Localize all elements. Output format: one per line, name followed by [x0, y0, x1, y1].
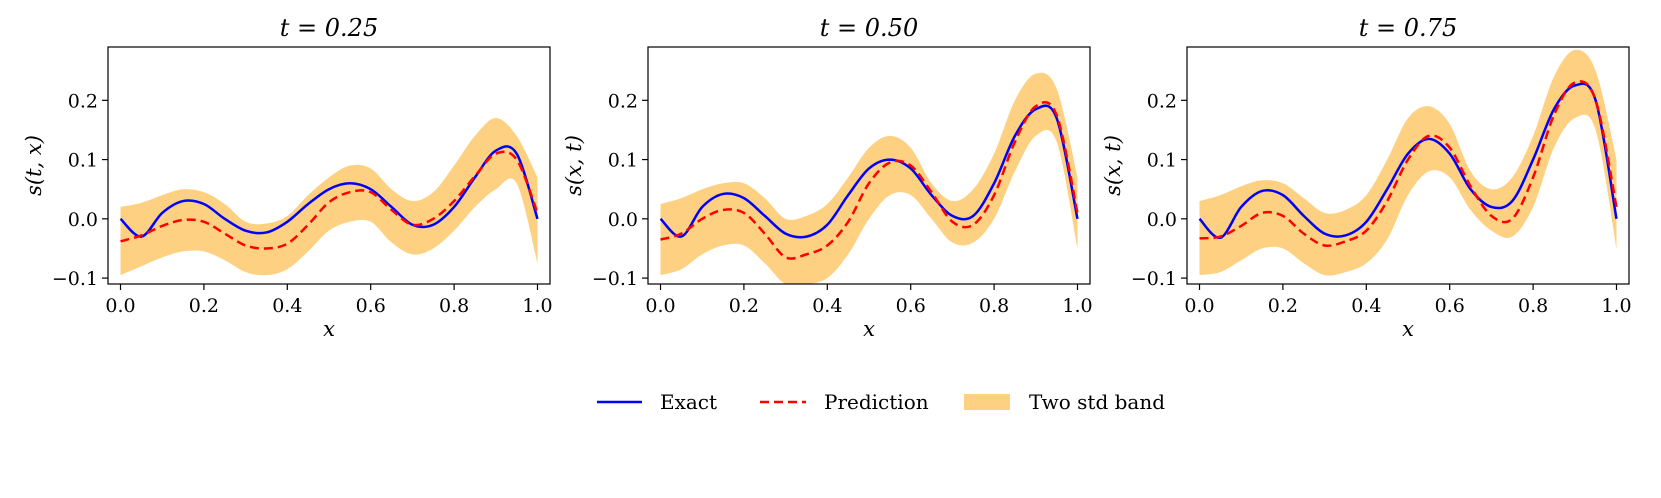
y-tick-label: 0.1 [1147, 150, 1177, 172]
y-tick-label: 0.2 [1147, 90, 1177, 112]
plot-area [659, 72, 1079, 284]
x-axis-label: x [863, 317, 875, 341]
y-tick-label: 0.0 [68, 209, 98, 231]
x-tick-label: 0.0 [645, 295, 675, 317]
y-tick-label: −0.1 [1131, 268, 1177, 290]
two-std-band [660, 72, 1078, 284]
y-tick-label: −0.1 [52, 268, 98, 290]
legend-exact-label: Exact [660, 390, 717, 414]
two-std-band [120, 118, 538, 276]
x-tick-label: 0.0 [1184, 295, 1214, 317]
x-tick-label: 0.4 [272, 295, 302, 317]
x-tick-label: 0.0 [105, 295, 135, 317]
subplot-2: 0.0 0.2 0.4 0.6 0.8 1.0 −0.1 0.0 0.1 0.2 t = 0.50 x… [562, 14, 1093, 341]
x-tick-label: 0.6 [356, 295, 386, 317]
y-axis-label: s(x, t) [562, 135, 586, 196]
exact-line [119, 145, 539, 238]
two-std-band [1199, 49, 1617, 276]
axes-frame [1186, 46, 1630, 285]
prediction-line [660, 101, 1079, 260]
subplot-title: t = 0.50 [820, 14, 918, 42]
prediction-line [120, 150, 539, 250]
axes-frame [647, 46, 1091, 285]
y-tick-label: 0.2 [608, 90, 638, 112]
plot-area [1198, 49, 1618, 276]
x-axis-label: x [323, 317, 335, 341]
x-tick-label: 1.0 [1601, 295, 1631, 317]
x-tick-label: 1.0 [522, 295, 552, 317]
y-tick-label: 0.2 [68, 90, 98, 112]
x-tick-label: 0.4 [812, 295, 842, 317]
subplot-title: t = 0.75 [1359, 14, 1457, 42]
legend-band-swatch [964, 394, 1010, 410]
x-tick-label: 0.6 [896, 295, 926, 317]
legend-band-label: Two std band [1029, 390, 1165, 414]
prediction-line [1199, 80, 1618, 248]
y-tick-label: 0.1 [608, 150, 638, 172]
x-tick-label: 0.2 [189, 295, 219, 317]
legend-prediction-label: Prediction [824, 390, 929, 414]
legend: Exact Prediction Two std band [597, 390, 1165, 414]
exact-line [1198, 82, 1618, 240]
subplot-1: 0.0 0.2 0.4 0.6 0.8 1.0 −0.1 0.0 0.1 0.2 t = 0.25 x… [22, 14, 553, 341]
y-tick-label: 0.0 [1147, 209, 1177, 231]
y-tick-label: 0.0 [608, 209, 638, 231]
x-tick-label: 0.4 [1351, 295, 1381, 317]
x-tick-label: 0.2 [729, 295, 759, 317]
plot-area [119, 118, 539, 276]
x-tick-label: 0.8 [979, 295, 1009, 317]
x-tick-label: 0.6 [1435, 295, 1465, 317]
y-axis-label: s(t, x) [22, 135, 46, 196]
x-tick-label: 0.8 [439, 295, 469, 317]
y-tick-label: −0.1 [592, 268, 638, 290]
y-axis-label: s(x, t) [1101, 135, 1125, 196]
subplot-3: 0.0 0.2 0.4 0.6 0.8 1.0 −0.1 0.0 0.1 0.2 t = 0.75 x… [1101, 14, 1632, 341]
x-tick-label: 0.8 [1518, 295, 1548, 317]
x-axis-label: x [1402, 317, 1414, 341]
subplots: 0.0 0.2 0.4 0.6 0.8 1.0 −0.1 0.0 0.1 0.2 t = 0.25 x… [22, 14, 1632, 341]
axes-frame [107, 46, 551, 285]
subplot-title: t = 0.25 [280, 14, 378, 42]
y-tick-label: 0.1 [68, 150, 98, 172]
x-tick-label: 1.0 [1062, 295, 1092, 317]
x-tick-label: 0.2 [1268, 295, 1298, 317]
exact-line [659, 104, 1079, 239]
